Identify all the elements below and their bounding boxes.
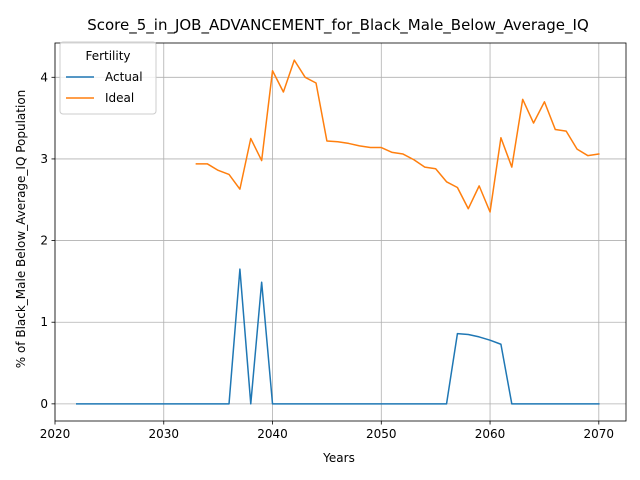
series-layer	[76, 59, 600, 405]
plot-area-frame	[54, 42, 627, 422]
x-tick-label: 2070	[584, 427, 615, 441]
y-tick-label: 4	[40, 70, 48, 84]
x-axis: 2020 2030 2040 2050 2060 2070	[40, 421, 614, 441]
legend-box	[59, 41, 157, 115]
y-tick-label: 3	[40, 152, 48, 166]
x-tick-label: 2020	[40, 427, 71, 441]
legend-label-ideal: Ideal	[105, 91, 134, 105]
x-tick-label: 2060	[475, 427, 506, 441]
y-axis-label: % of Black_Male Below_Average_IQ Populat…	[14, 90, 28, 369]
x-axis-label: Years	[322, 451, 355, 465]
y-tick-label: 0	[40, 397, 48, 411]
y-axis: 0 1 2 3 4	[40, 70, 55, 411]
x-tick-label: 2050	[366, 427, 397, 441]
y-tick-label: 1	[40, 315, 48, 329]
y-tick-label: 2	[40, 234, 48, 248]
x-tick-label: 2040	[257, 427, 288, 441]
chart-title: Score_5_in_JOB_ADVANCEMENT_for_Black_Mal…	[87, 16, 589, 35]
series-line-ideal	[195, 59, 600, 213]
legend-title: Fertility	[85, 49, 130, 63]
series-line-actual	[76, 268, 600, 405]
legend-label-actual: Actual	[105, 70, 143, 84]
legend: Fertility Actual Ideal	[59, 41, 157, 115]
x-tick-label: 2030	[148, 427, 179, 441]
